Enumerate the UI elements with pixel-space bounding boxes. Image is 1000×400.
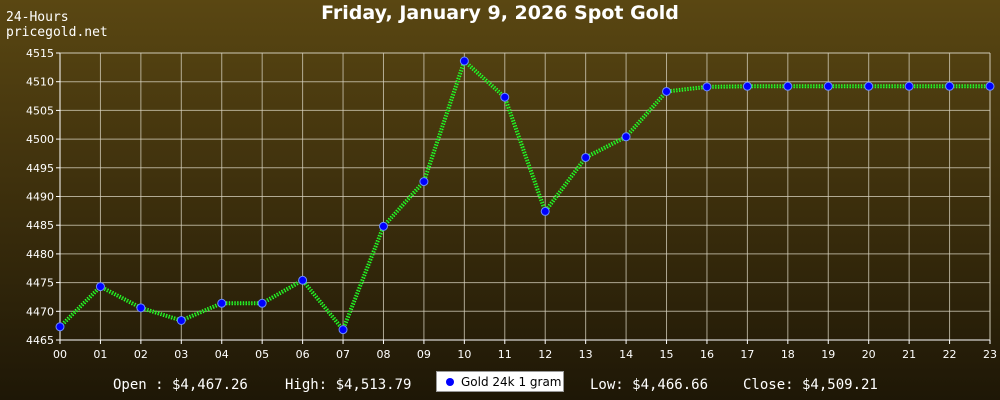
corner-label: 24-Hours pricegold.net bbox=[6, 10, 108, 40]
grid bbox=[59, 52, 991, 341]
data-point bbox=[742, 81, 752, 91]
data-point bbox=[864, 81, 874, 91]
x-tick-label: 14 bbox=[619, 348, 633, 361]
x-tick-label: 15 bbox=[660, 348, 674, 361]
x-tick-label: 23 bbox=[983, 348, 997, 361]
x-tick-label: 12 bbox=[538, 348, 552, 361]
x-tick-label: 01 bbox=[93, 348, 107, 361]
y-tick-label: 4510 bbox=[26, 76, 54, 89]
data-point bbox=[419, 177, 429, 187]
data-point bbox=[945, 81, 955, 91]
high-price: High: $4,513.79 bbox=[285, 377, 412, 393]
data-point bbox=[95, 282, 105, 292]
series-line bbox=[58, 59, 990, 332]
axes bbox=[56, 52, 991, 344]
data-point bbox=[55, 322, 65, 332]
data-point bbox=[540, 206, 550, 216]
markers bbox=[55, 56, 995, 335]
x-tick-label: 06 bbox=[296, 348, 310, 361]
y-tick-labels: 4465 4470 4475 4480 4485 4490 4495 4500 4505 4510… bbox=[26, 47, 54, 347]
x-tick-label: 00 bbox=[53, 348, 67, 361]
data-point bbox=[378, 221, 388, 231]
chart-title: Friday, January 9, 2026 Spot Gold bbox=[321, 2, 679, 24]
data-point bbox=[217, 298, 227, 308]
x-tick-label: 20 bbox=[862, 348, 876, 361]
x-tick-label: 02 bbox=[134, 348, 148, 361]
x-tick-label: 11 bbox=[498, 348, 512, 361]
x-tick-label: 07 bbox=[336, 348, 350, 361]
data-point bbox=[904, 81, 914, 91]
data-point bbox=[621, 132, 631, 142]
y-tick-label: 4505 bbox=[26, 104, 54, 117]
x-tick-label: 13 bbox=[579, 348, 593, 361]
legend-label: Gold 24k 1 gram bbox=[461, 374, 562, 389]
legend: Gold 24k 1 gram bbox=[436, 371, 564, 392]
x-tick-label: 05 bbox=[255, 348, 269, 361]
data-point bbox=[783, 81, 793, 91]
y-tick-label: 4515 bbox=[26, 47, 54, 60]
x-tick-labels: 00 01 02 03 04 05 06 07 08 09 10 11 12 13 14 15 16 17 18 19… bbox=[53, 348, 997, 361]
series-line-core bbox=[59, 60, 990, 331]
close-price: Close: $4,509.21 bbox=[743, 377, 878, 393]
data-point bbox=[985, 81, 995, 91]
data-point bbox=[581, 152, 591, 162]
x-tick-label: 09 bbox=[417, 348, 431, 361]
y-tick-label: 4490 bbox=[26, 191, 54, 204]
data-point bbox=[136, 303, 146, 313]
period-label: 24-Hours bbox=[6, 10, 69, 25]
x-tick-label: 04 bbox=[215, 348, 229, 361]
x-tick-label: 10 bbox=[457, 348, 471, 361]
source-label: pricegold.net bbox=[6, 25, 108, 40]
y-tick-label: 4480 bbox=[26, 248, 54, 261]
y-tick-label: 4495 bbox=[26, 162, 54, 175]
x-tick-label: 18 bbox=[781, 348, 795, 361]
data-point bbox=[338, 325, 348, 335]
data-point bbox=[298, 275, 308, 285]
x-tick-label: 03 bbox=[174, 348, 188, 361]
x-tick-label: 16 bbox=[700, 348, 714, 361]
y-tick-label: 4465 bbox=[26, 334, 54, 347]
legend-marker-icon bbox=[446, 377, 454, 386]
y-tick-label: 4500 bbox=[26, 133, 54, 146]
x-tick-label: 08 bbox=[376, 348, 390, 361]
low-price: Low: $4,466.66 bbox=[590, 377, 709, 393]
y-tick-label: 4485 bbox=[26, 219, 54, 232]
open-price: Open : $4,467.26 bbox=[113, 377, 248, 393]
series-layer bbox=[58, 59, 990, 332]
y-tick-label: 4475 bbox=[26, 277, 54, 290]
data-point bbox=[500, 92, 510, 102]
data-point bbox=[459, 56, 469, 66]
data-point bbox=[176, 315, 186, 325]
x-tick-label: 17 bbox=[740, 348, 754, 361]
data-point bbox=[662, 86, 672, 96]
x-tick-label: 22 bbox=[943, 348, 957, 361]
x-tick-label: 19 bbox=[821, 348, 835, 361]
x-tick-label: 21 bbox=[902, 348, 916, 361]
y-tick-label: 4470 bbox=[26, 305, 54, 318]
data-point bbox=[702, 82, 712, 92]
data-point bbox=[257, 298, 267, 308]
data-point bbox=[823, 81, 833, 91]
